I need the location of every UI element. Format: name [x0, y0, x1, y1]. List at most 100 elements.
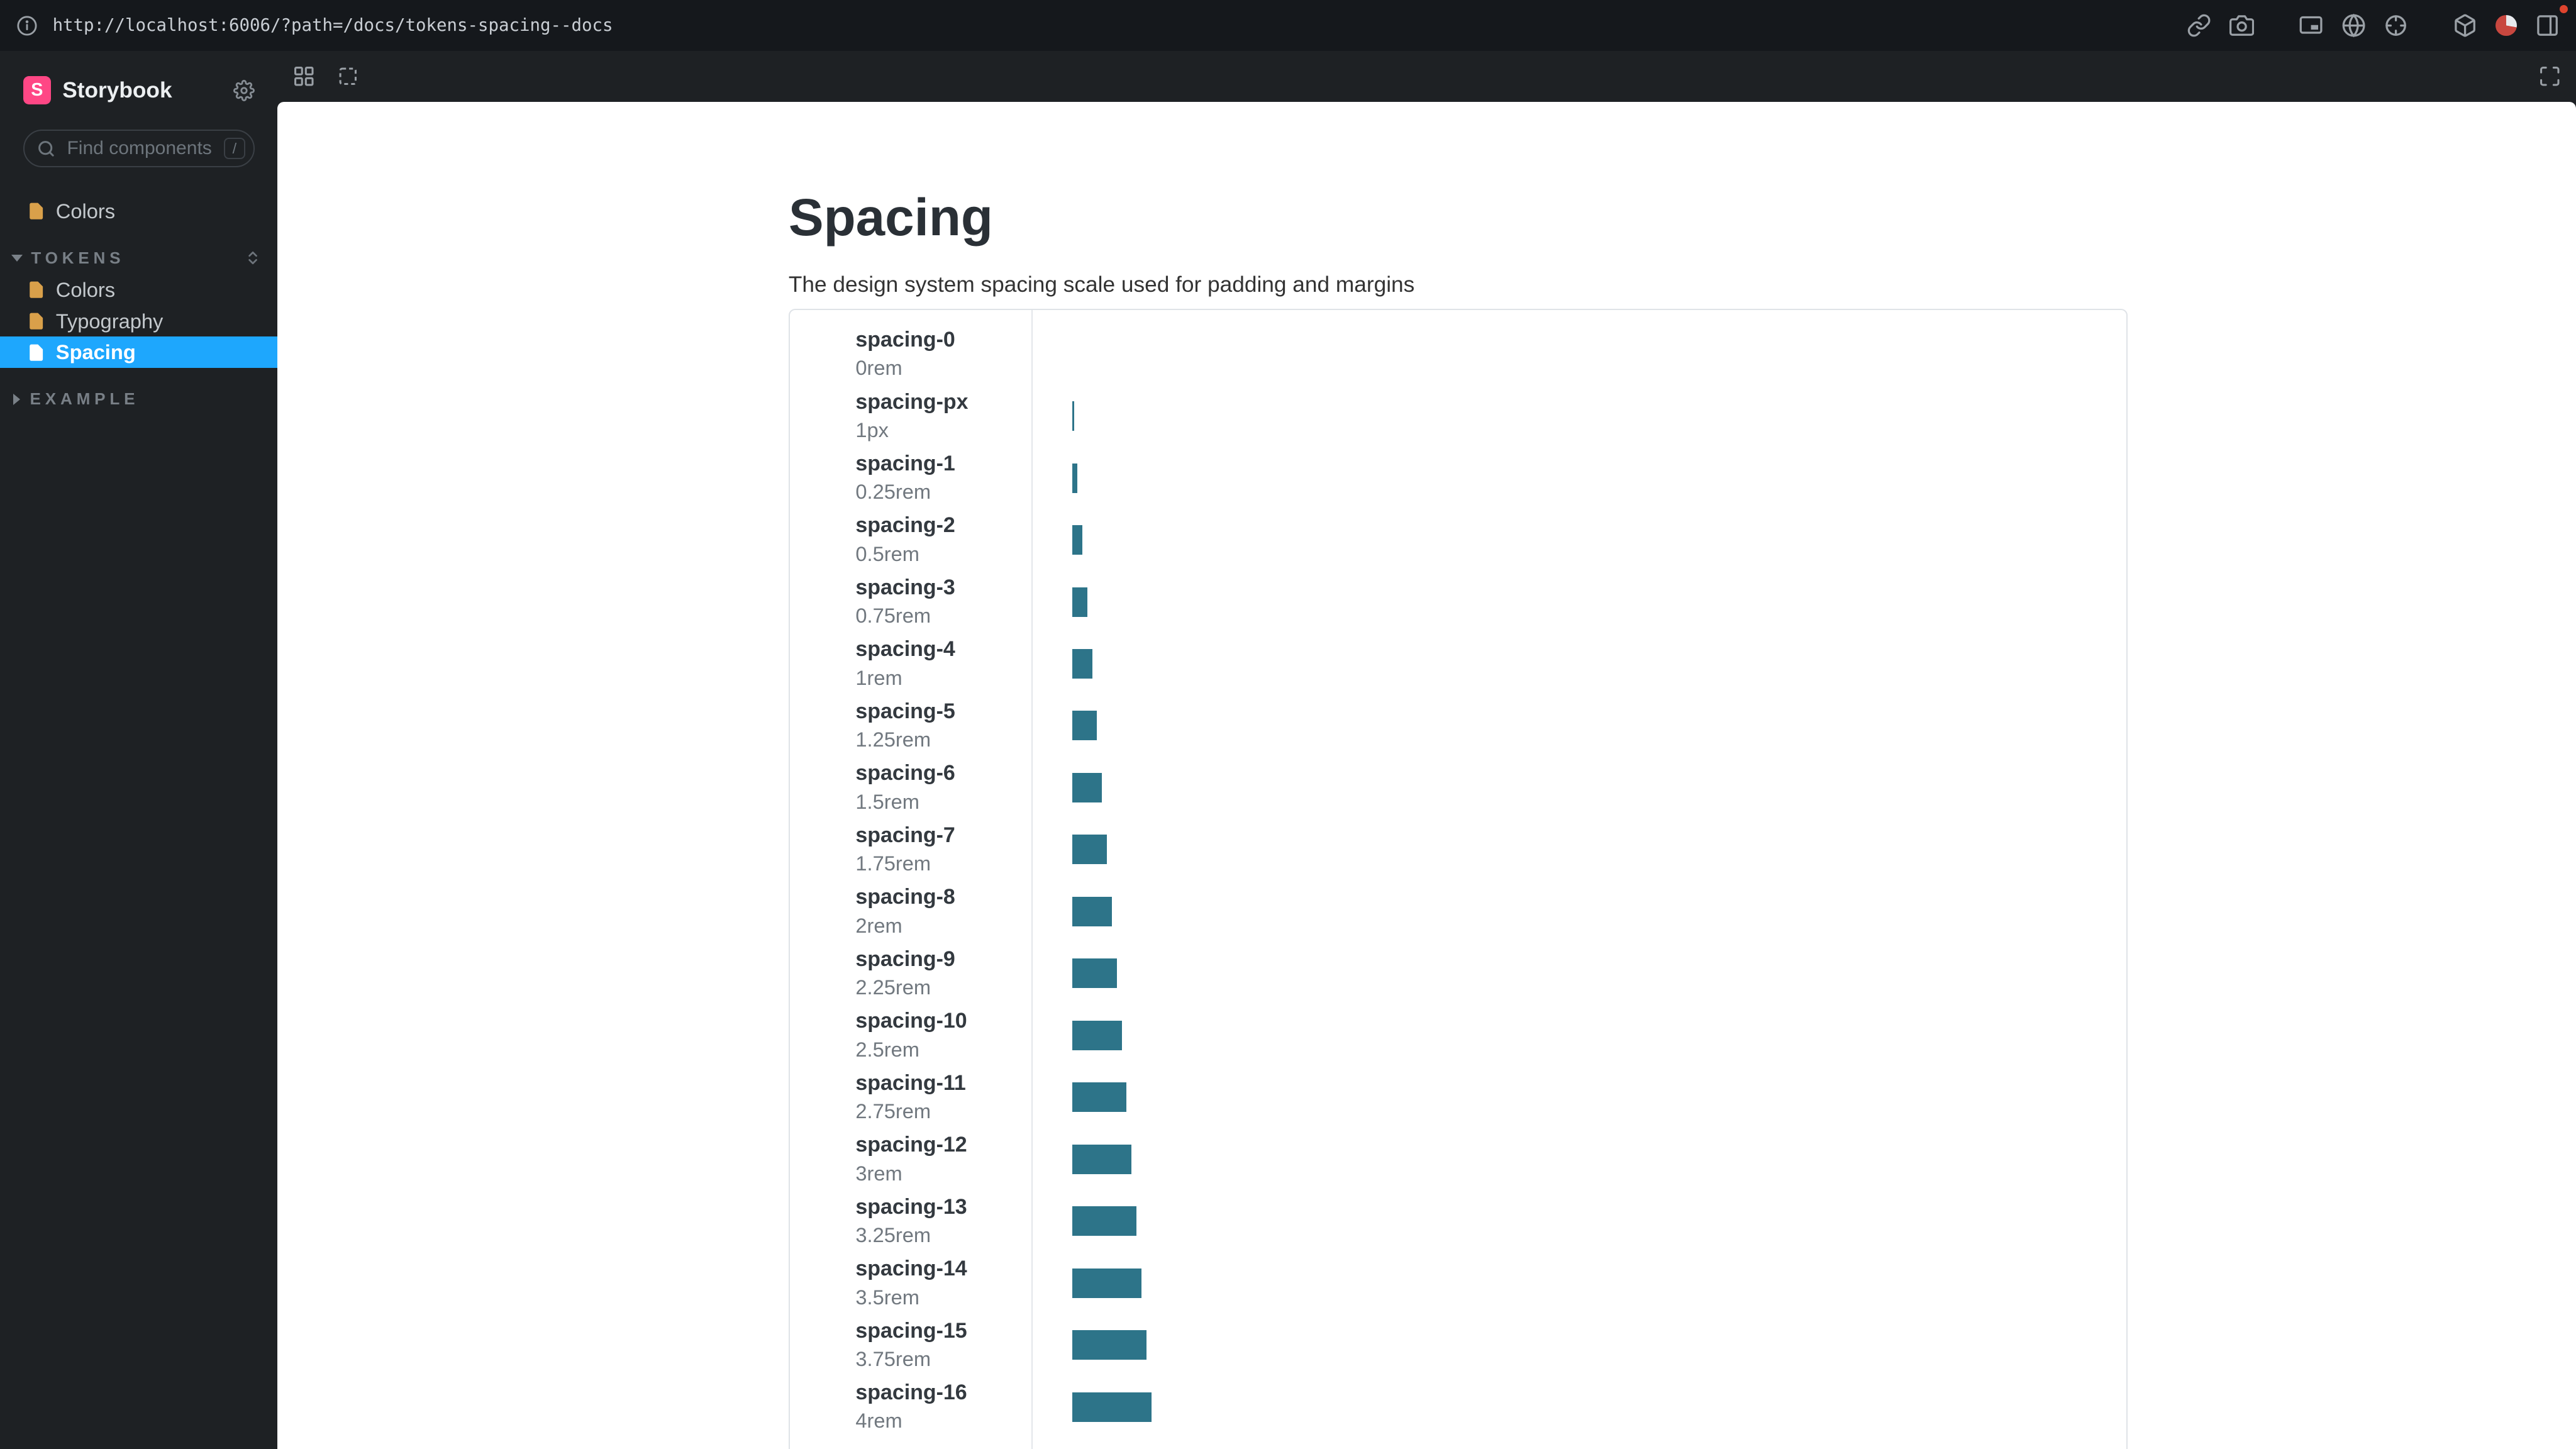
- token-bar: [1072, 958, 1117, 989]
- pip-icon[interactable]: [2299, 13, 2323, 38]
- token-value: 1px: [855, 418, 889, 441]
- token-name: spacing-15: [855, 1318, 967, 1343]
- token-name-cell: spacing-15 3.75rem: [790, 1318, 1031, 1372]
- token-bar-cell: [1031, 772, 2126, 802]
- sidebar-item-label: Spacing: [55, 340, 136, 364]
- token-name: spacing-14: [855, 1257, 967, 1281]
- token-bar-cell: [1031, 1144, 2126, 1174]
- globe-icon[interactable]: [2341, 13, 2366, 38]
- search-box[interactable]: /: [23, 130, 255, 168]
- token-row: spacing-9 2.25rem: [790, 943, 2126, 1004]
- sidebar-item-typography[interactable]: Typography: [0, 306, 277, 337]
- token-row: spacing-13 3.25rem: [790, 1191, 2126, 1252]
- token-row: spacing-12 3rem: [790, 1128, 2126, 1190]
- url-text[interactable]: http://localhost:6006/?path=/docs/tokens…: [52, 15, 613, 35]
- marquee-icon[interactable]: [336, 65, 360, 88]
- token-value: 2.5rem: [855, 1037, 919, 1061]
- token-bar-cell: [1031, 525, 2126, 555]
- token-bar: [1072, 1020, 1122, 1050]
- token-bar-cell: [1031, 711, 2126, 741]
- sidebar: S Storybook / Colors TOKENS Colors Typograp…: [0, 50, 278, 1449]
- sidebar-item-label: Colors: [55, 199, 116, 223]
- sidebar-panel-icon[interactable]: [2535, 13, 2560, 38]
- token-name: spacing-px: [855, 389, 969, 414]
- preview-canvas[interactable]: Spacing The design system spacing scale …: [277, 101, 2576, 1449]
- token-name-cell: spacing-12 3rem: [790, 1132, 1031, 1186]
- token-bar-cell: [1031, 835, 2126, 865]
- storybook-logo[interactable]: S: [23, 76, 51, 104]
- page-description: The design system spacing scale used for…: [788, 272, 1415, 297]
- section-label: EXAMPLE: [30, 389, 140, 409]
- token-bar-cell: [1031, 401, 2126, 431]
- sidebar-nav: Colors TOKENS Colors Typography Spacing EXAMP…: [0, 196, 278, 416]
- token-row: spacing-4 1rem: [790, 633, 2126, 694]
- gear-icon[interactable]: [233, 79, 255, 101]
- token-row: spacing-7 1.75rem: [790, 819, 2126, 880]
- sidebar-item-spacing[interactable]: Spacing: [0, 336, 278, 369]
- token-name: spacing-16: [855, 1380, 967, 1405]
- token-name: spacing-11: [855, 1070, 966, 1095]
- token-bar: [1072, 1330, 1146, 1360]
- token-row: spacing-10 2.5rem: [790, 1004, 2126, 1066]
- grid-icon[interactable]: [292, 65, 316, 88]
- sidebar-header: S Storybook: [0, 72, 277, 108]
- token-name-cell: spacing-0 0rem: [790, 327, 1031, 381]
- token-name: spacing-13: [855, 1194, 967, 1219]
- token-bar-cell: [1031, 1268, 2126, 1298]
- token-name-cell: spacing-10 2.5rem: [790, 1008, 1031, 1062]
- token-bar-cell: [1031, 1392, 2126, 1422]
- token-bar: [1072, 1268, 1141, 1298]
- token-value: 0.5rem: [855, 541, 919, 565]
- token-bar-cell: [1031, 958, 2126, 989]
- token-row: spacing-11 2.75rem: [790, 1067, 2126, 1128]
- sidebar-section-example[interactable]: EXAMPLE: [0, 383, 277, 416]
- info-icon[interactable]: [16, 15, 38, 36]
- token-row: spacing-8 2rem: [790, 880, 2126, 942]
- token-card: spacing-0 0rem spacing-px 1px spacing-1 0.25r…: [788, 309, 2128, 1449]
- token-name-cell: spacing-13 3.25rem: [790, 1194, 1031, 1248]
- storybook-app: S Storybook / Colors TOKENS Colors Typograp…: [0, 50, 2576, 1449]
- search-shortcut-key: /: [223, 138, 245, 160]
- fullscreen-icon[interactable]: [2538, 65, 2562, 88]
- token-bar: [1072, 1082, 1127, 1113]
- crosshair-icon[interactable]: [2384, 13, 2408, 38]
- token-name-cell: spacing-2 0.5rem: [790, 513, 1031, 567]
- token-row: spacing-0 0rem: [790, 323, 2126, 385]
- camera-icon[interactable]: [2229, 13, 2255, 38]
- token-row: spacing-14 3.5rem: [790, 1252, 2126, 1314]
- browser-bar: http://localhost:6006/?path=/docs/tokens…: [0, 0, 2576, 51]
- search-input[interactable]: [64, 136, 216, 161]
- link-icon[interactable]: [2187, 13, 2211, 38]
- section-label: TOKENS: [31, 248, 125, 267]
- token-value: 1.5rem: [855, 789, 919, 813]
- token-name-cell: spacing-px 1px: [790, 389, 1031, 443]
- pie-extension-icon[interactable]: [2496, 14, 2517, 36]
- token-name-cell: spacing-16 4rem: [790, 1380, 1031, 1434]
- token-name-cell: spacing-4 1rem: [790, 636, 1031, 691]
- docs-page: Spacing The design system spacing scale …: [277, 102, 2576, 1449]
- token-bar: [1072, 1144, 1132, 1174]
- token-name-cell: spacing-6 1.5rem: [790, 760, 1031, 814]
- main-area: Spacing The design system spacing scale …: [277, 50, 2576, 1449]
- token-name: spacing-9: [855, 947, 955, 971]
- token-name: spacing-3: [855, 575, 955, 599]
- token-name-cell: spacing-3 0.75rem: [790, 575, 1031, 629]
- token-row: spacing-15 3.75rem: [790, 1314, 2126, 1375]
- token-bar: [1072, 649, 1092, 679]
- sidebar-item-colors[interactable]: Colors: [0, 274, 277, 306]
- token-name: spacing-7: [855, 823, 955, 847]
- page-title: Spacing: [788, 187, 993, 247]
- sidebar-section-tokens[interactable]: TOKENS: [0, 242, 277, 274]
- token-bar: [1072, 1392, 1152, 1422]
- token-value: 1.75rem: [855, 852, 931, 875]
- expand-collapse-icon[interactable]: [245, 250, 261, 266]
- token-bar: [1072, 835, 1108, 865]
- token-bar: [1072, 896, 1112, 926]
- token-bar: [1072, 711, 1097, 741]
- sidebar-item-colors[interactable]: Colors: [0, 196, 277, 227]
- box-icon[interactable]: [2453, 13, 2477, 38]
- token-name: spacing-8: [855, 885, 955, 909]
- token-name: spacing-12: [855, 1133, 967, 1157]
- token-bar-cell: [1031, 649, 2126, 679]
- token-name-cell: spacing-11 2.75rem: [790, 1070, 1031, 1124]
